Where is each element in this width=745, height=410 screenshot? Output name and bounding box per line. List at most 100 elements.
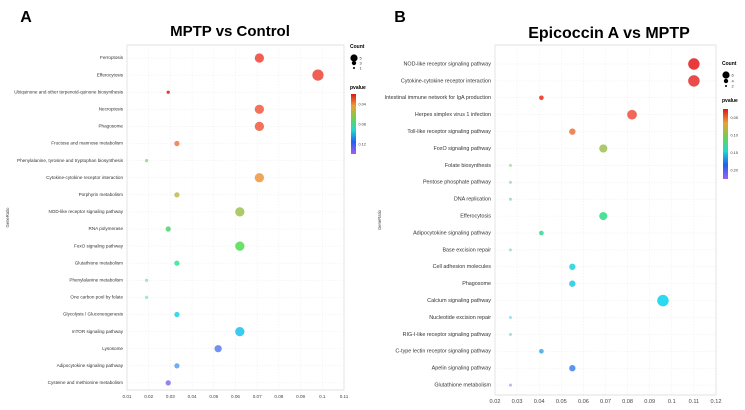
data-point [235,207,245,217]
y-category-label: Efferocytosis [97,72,124,77]
y-category-label: Adipocytokine signaling pathway [413,230,491,236]
data-point [538,230,544,236]
data-point [166,90,170,94]
data-point [165,226,171,232]
data-point [144,295,149,300]
y-axis-label: GeneRatio [5,207,10,228]
x-tick-label: 0.06 [231,394,240,399]
x-tick-label: 0.07 [253,394,262,399]
data-point [627,109,638,120]
data-point [174,192,180,198]
y-category-label: Adipocytokine signaling pathway [57,363,124,368]
y-category-label: Cytokine-cytokine receptor interaction [401,78,491,84]
x-tick-label: 0.05 [556,399,567,405]
y-category-label: Pentose phosphate pathway [423,180,491,186]
chart-title: Epicoccin A vs MPTP [528,25,690,42]
y-category-label: Phagosome [462,281,491,287]
y-category-label: Phenylalanine metabolism [69,278,123,283]
x-tick-label: 0.12 [711,399,722,405]
data-point [235,241,245,251]
data-point [508,248,513,252]
legend-size-label: 4 [732,79,735,84]
data-point [254,53,265,63]
legend-size-label: 6 [732,73,735,78]
x-tick-label: 0.08 [622,399,633,405]
y-category-label: Cysteine and methionine metabolism [48,380,123,385]
y-category-label: One carbon pool by folate [70,295,123,300]
panel-b: B Epicoccin A vs MPTP 0.02 0.03 0.04 0.05 0.06… [377,9,738,405]
legend-size-label: 2 [732,84,735,89]
y-category-label: FoxO signaling pathway [433,146,491,152]
x-tick-label: 0.03 [166,394,175,399]
x-tick-label: 0.08 [274,394,283,399]
data-point [538,95,544,101]
y-category-label: Phagosome [98,124,123,129]
y-category-label: Folate biosynthesis [445,163,491,169]
legend-size-label: 1 [360,66,363,71]
colorbar-label: 0.08 [359,122,366,126]
y-axis-label: GeneRatio [377,209,382,230]
data-point [508,180,513,184]
data-point [508,163,513,167]
data-point [312,69,324,81]
colorbar-label: 0.20 [731,169,738,173]
y-category-label: Herpes simplex virus 1 infection [415,112,491,118]
data-point [235,326,245,337]
y-category-label: Base excision repair [442,247,491,253]
legend-size-dot [353,67,355,69]
y-category-label: Cell adhesion molecules [433,264,492,270]
legend: Count 531 pvalue 0.04 0.08 0.12 [350,44,366,154]
legend-pvalue-title: pvalue [350,85,366,91]
data-point [569,280,576,288]
data-point [688,58,700,70]
data-point [569,364,576,372]
y-category-label: Nucleotide excision repair [429,315,491,321]
legend-size-label: 5 [360,56,363,61]
data-point [254,104,265,115]
data-point [599,211,608,221]
data-point [165,380,171,386]
legend-size-dot [351,60,357,66]
data-point [508,197,513,201]
legend-count-title: Count [350,44,365,50]
data-point [688,75,700,87]
y-category-label: Toll-like receptor signaling pathway [407,129,491,135]
x-tick-label: 0.01 [123,394,132,399]
data-point [174,260,180,266]
data-point [254,172,265,183]
y-category-label: Ubiquinone and other terpenoid-quinone b… [14,89,123,94]
legend-size-label: 3 [360,61,363,66]
y-category-label: mTOR signaling pathway [72,329,124,334]
data-point [538,348,544,354]
y-category-label: RIG-I-like receptor signaling pathway [403,332,492,338]
data-point [254,121,265,132]
y-category-label: C-type lectin receptor signaling pathway [395,349,491,355]
y-category-label: RNA polymerase [89,226,124,231]
colorbar-label: 0.15 [731,151,738,155]
data-point [569,263,576,271]
x-tick-label: 0.1 [319,394,326,399]
legend-count-title: Count [722,61,737,67]
x-tick-label: 0.04 [188,394,197,399]
y-category-label: Intestinal immune network for IgA produc… [385,95,491,101]
y-category-label: Lysosome [102,346,123,351]
x-tick-label: 0.09 [644,399,655,405]
data-point [174,363,180,369]
y-category-label: DNA replication [454,197,491,203]
pvalue-colorbar [723,109,728,179]
colorbar-label: 0.05 [731,116,738,120]
x-tick-label: 0.06 [578,399,589,405]
x-tick-label: 0.11 [340,394,349,399]
legend-size-dot [725,85,727,87]
data-point [599,144,608,153]
legend-size-dot [722,71,730,79]
y-category-label: Necroptosis [99,107,124,112]
legend: Count 642 pvalue 0.05 0.10 0.15 0.20 [722,61,738,179]
x-tick-label: 0.07 [600,399,611,405]
y-category-label: Ferroptosis [100,55,124,60]
y-category-label: Glutathione metabolism [75,260,123,265]
y-category-label: Apelin signaling pathway [432,366,492,372]
data-point [508,383,513,387]
